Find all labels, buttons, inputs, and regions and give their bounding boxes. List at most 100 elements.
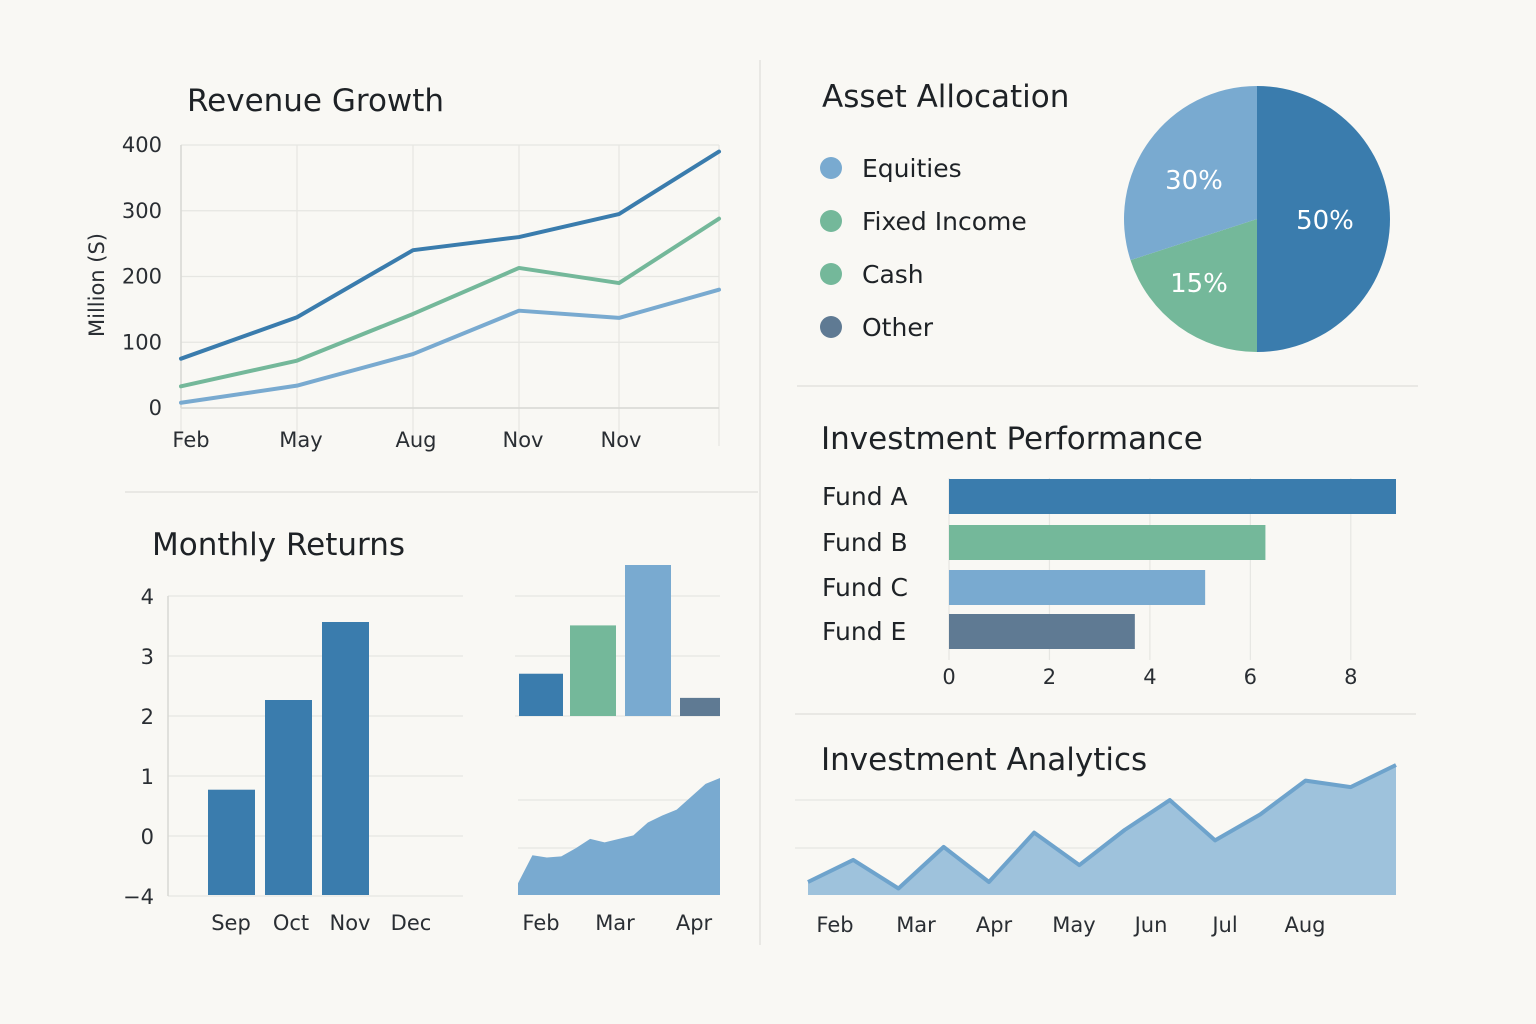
pie-slice-label: 30% [1165,166,1223,196]
analytics-x-tick-label: Apr [976,913,1013,937]
revenue-series-line-1 [179,149,721,361]
revenue-y-tick-label: 100 [122,330,162,354]
performance-category-label: Fund E [822,617,906,646]
revenue-y-axis-label: Million (S) [85,233,109,337]
revenue-y-tick-label: 200 [122,265,162,289]
revenue-series-line-2 [179,216,721,389]
analytics-x-tick-label: Jul [1210,913,1237,937]
returns-y-tick-label: 2 [141,705,154,729]
performance-x-tick-label: 8 [1344,665,1357,689]
returns-bars [208,622,369,895]
returns-x-tick-label: Sep [211,911,251,935]
investment-performance-title: Investment Performance [821,421,1203,457]
mini-area-x-ticks: Feb Mar Apr [522,911,712,935]
revenue-y-tick-label: 0 [149,396,162,420]
performance-x-tick-label: 6 [1244,665,1257,689]
performance-category-label: Fund B [822,528,908,557]
performance-category-label: Fund A [822,482,908,511]
performance-x-tick-label: 0 [942,665,955,689]
performance-bar-fund-e [949,614,1135,649]
analytics-x-tick-label: Feb [816,913,853,937]
revenue-x-tick-label: May [279,428,322,452]
returns-x-tick-label: Oct [273,911,309,935]
revenue-x-tick-label: Feb [172,428,209,452]
allocation-legend: Equities Fixed Income Cash Other [820,154,1027,342]
revenue-y-tick-label: 300 [122,199,162,223]
mini-area [518,778,720,895]
allocation-pie: 50% 15% 30% [1124,86,1390,352]
analytics-area-line [807,763,1397,891]
returns-y-tick-label: −4 [123,885,154,909]
returns-grid [167,595,463,897]
returns-x-tick-label: Nov [330,911,371,935]
legend-swatch-equities [820,157,842,179]
analytics-x-tick-label: Aug [1284,913,1325,937]
legend-swatch-other [820,316,842,338]
investment-analytics-title: Investment Analytics [821,742,1147,778]
revenue-grid [180,144,720,446]
pie-slice [1124,86,1257,261]
analytics-x-tick-label: Jun [1133,913,1168,937]
revenue-x-tick-label: Aug [395,428,436,452]
revenue-x-tick-label: Nov [601,428,642,452]
mini-bars [519,565,720,716]
returns-y-tick-label: 0 [141,825,154,849]
performance-bar-fund-a [949,479,1396,514]
revenue-series [179,149,721,405]
returns-y-tick-label: 1 [141,765,154,789]
revenue-y-ticks: 0 100 200 300 400 [122,133,162,420]
pie-slice [1130,219,1257,352]
monthly-returns-title: Monthly Returns [152,527,405,563]
returns-y-tick-label: 3 [141,645,154,669]
legend-swatch-cash [820,263,842,285]
returns-bar-sep [208,789,255,895]
mini-area-fill [518,778,720,895]
revenue-series-line-3 [179,287,721,405]
revenue-growth-panel: Revenue Growth Million (S) 0 100 200 300 400… [85,83,721,452]
mini-charts-panel: Feb Mar Apr [515,565,720,935]
returns-x-ticks: Sep Oct Nov Dec [211,911,431,935]
returns-x-tick-label: Dec [391,911,432,935]
analytics-area-fill [808,765,1396,895]
pie-slice [1257,86,1390,352]
performance-bar-fund-c [949,570,1206,605]
performance-category-labels: Fund A Fund B Fund C Fund E [822,482,908,646]
returns-y-tick-label: 4 [141,585,154,609]
legend-swatch-fixed-income [820,210,842,232]
performance-bar-fund-b [949,525,1266,560]
analytics-area [807,763,1397,895]
revenue-x-tick-label: Nov [503,428,544,452]
mini-bar [570,625,616,716]
mini-area-x-tick-label: Apr [676,911,713,935]
pie-slice-label: 15% [1170,269,1228,299]
returns-bar-oct [265,700,312,895]
revenue-x-ticks: Feb May Aug Nov Nov [172,428,641,452]
analytics-x-ticks: Feb Mar Apr May Jun Jul Aug [816,913,1325,937]
investment-analytics-panel: Investment Analytics Feb Mar Apr May Jun Jul A… [795,742,1397,937]
revenue-y-tick-label: 400 [122,133,162,157]
performance-bars [949,479,1396,649]
mini-bar [625,565,671,716]
asset-allocation-title: Asset Allocation [822,79,1069,115]
legend-label: Fixed Income [862,207,1027,236]
mini-area-x-tick-label: Feb [522,911,559,935]
performance-x-ticks: 0 2 4 6 8 [942,665,1357,689]
asset-allocation-panel: Asset Allocation Equities Fixed Income Cas… [820,79,1390,352]
monthly-returns-panel: Monthly Returns 4 3 2 1 0 −4 Sep Oct Nov Dec [123,527,463,935]
revenue-growth-title: Revenue Growth [187,83,444,119]
legend-label: Other [862,313,934,342]
performance-x-tick-label: 2 [1043,665,1056,689]
pie-slice-label: 50% [1296,206,1354,236]
returns-bar-nov [322,622,369,895]
mini-area-x-tick-label: Mar [595,911,635,935]
legend-label: Cash [862,260,924,289]
analytics-x-tick-label: May [1052,913,1095,937]
legend-label: Equities [862,154,962,183]
performance-x-tick-label: 4 [1143,665,1156,689]
mini-bar [519,673,563,716]
analytics-x-tick-label: Mar [896,913,936,937]
mini-bar [680,697,720,716]
performance-category-label: Fund C [822,573,908,602]
